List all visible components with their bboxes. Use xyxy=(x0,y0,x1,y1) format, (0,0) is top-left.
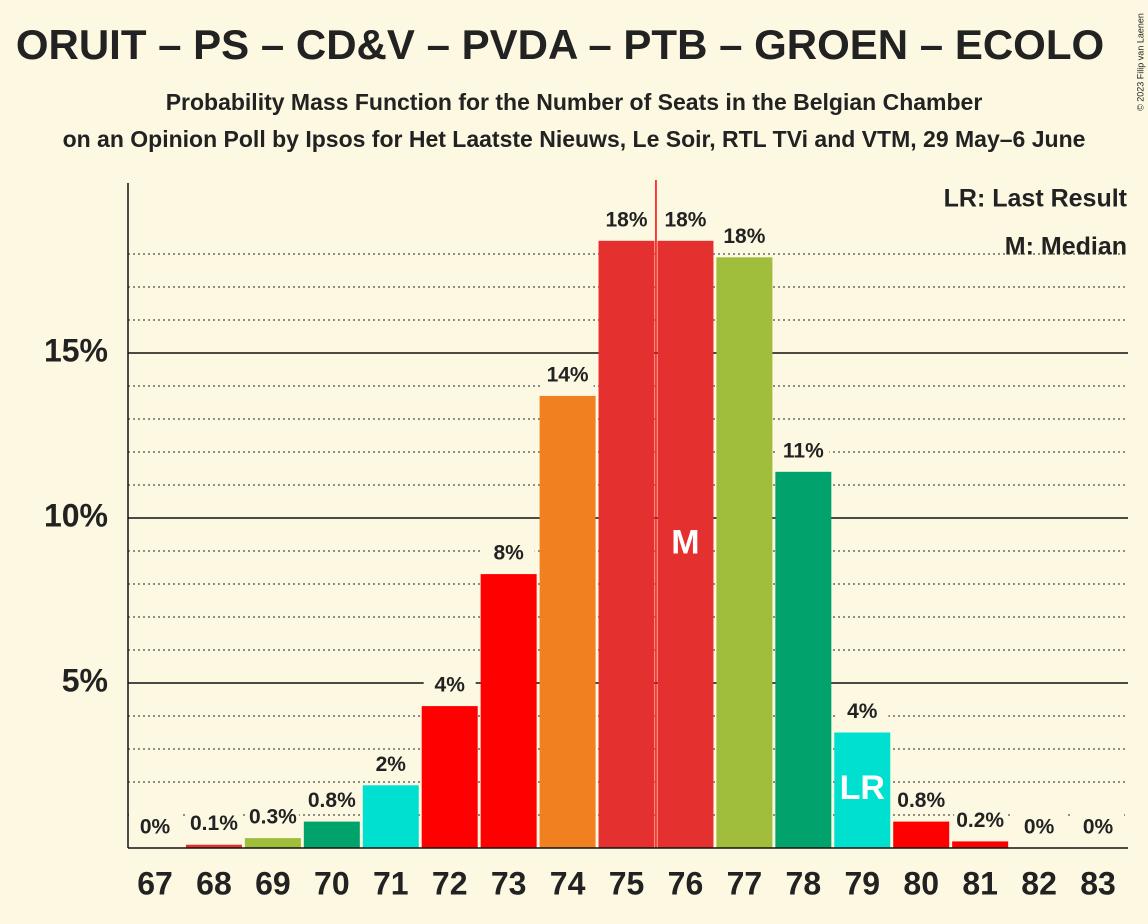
x-tick-label: 82 xyxy=(1021,865,1057,901)
bar xyxy=(362,785,419,848)
median-marker: M xyxy=(671,523,699,561)
y-tick-label: 5% xyxy=(62,662,108,698)
value-label-bg xyxy=(895,787,948,814)
bar xyxy=(893,821,950,848)
x-tick-label: 71 xyxy=(373,865,409,901)
value-label: 8% xyxy=(493,542,524,565)
bar xyxy=(657,240,714,849)
legend-entry: LR: Last Result xyxy=(944,185,1128,213)
bar xyxy=(834,732,891,848)
bar xyxy=(539,395,596,848)
value-label: 0.3% xyxy=(249,806,297,829)
value-label: 11% xyxy=(783,439,824,462)
value-label-bg xyxy=(1072,814,1125,840)
value-label-bg xyxy=(954,807,1007,834)
value-label-bg xyxy=(541,361,594,388)
value-label-bg xyxy=(718,223,771,250)
value-label: 0% xyxy=(1024,816,1055,839)
x-tick-label: 83 xyxy=(1080,865,1116,901)
value-label: 0% xyxy=(1083,816,1114,839)
value-label: 0.8% xyxy=(308,789,356,812)
chart-title: ORUIT – PS – CD&V – PVDA – PTB – GROEN –… xyxy=(16,21,1104,68)
bar xyxy=(952,841,1009,848)
chart-subtitle: Probability Mass Function for the Number… xyxy=(166,89,983,115)
x-tick-label: 70 xyxy=(314,865,350,901)
x-tick-label: 79 xyxy=(844,865,880,901)
x-tick-label: 72 xyxy=(432,865,468,901)
x-tick-label: 78 xyxy=(786,865,822,901)
value-label-bg xyxy=(423,672,476,699)
x-tick-label: 69 xyxy=(255,865,291,901)
y-tick-label: 15% xyxy=(44,332,108,368)
value-label-bg xyxy=(129,814,181,840)
bar xyxy=(716,257,773,848)
value-label-bg xyxy=(659,206,712,233)
value-label: 14% xyxy=(547,363,589,386)
chart-subtitle: on an Opinion Poll by Ipsos for Het Laat… xyxy=(63,126,1086,152)
value-label-bg xyxy=(482,540,535,567)
value-label-bg xyxy=(305,787,358,814)
bar xyxy=(185,844,242,848)
value-label-bg xyxy=(246,804,299,831)
bar xyxy=(598,240,655,849)
legend-entry: M: Median xyxy=(1005,233,1127,261)
value-label: 4% xyxy=(847,700,878,723)
x-tick-label: 75 xyxy=(609,865,645,901)
copyright: © 2023 Filip van Laenen xyxy=(1135,13,1145,111)
bar xyxy=(775,471,832,848)
bar xyxy=(303,821,360,848)
value-label: 18% xyxy=(664,208,706,231)
value-label-bg xyxy=(1013,814,1066,840)
x-tick-label: 76 xyxy=(668,865,704,901)
y-tick-label: 10% xyxy=(44,497,108,533)
value-label-bg xyxy=(600,206,653,233)
x-tick-label: 73 xyxy=(491,865,527,901)
bar xyxy=(421,706,478,848)
value-label: 0% xyxy=(140,816,171,839)
value-label: 0.2% xyxy=(956,809,1004,832)
bar xyxy=(244,838,301,848)
value-label: 2% xyxy=(376,753,407,776)
value-label: 0.1% xyxy=(190,812,238,835)
value-label: 4% xyxy=(435,674,466,697)
x-tick-label: 77 xyxy=(727,865,763,901)
value-label: 18% xyxy=(606,208,648,231)
value-label: 0.8% xyxy=(897,789,945,812)
value-label-bg xyxy=(777,437,830,464)
x-tick-label: 81 xyxy=(962,865,998,901)
x-tick-label: 68 xyxy=(196,865,232,901)
x-tick-label: 74 xyxy=(550,865,586,901)
value-label-bg xyxy=(187,810,240,837)
value-label: 18% xyxy=(723,225,765,248)
x-tick-label: 80 xyxy=(903,865,939,901)
value-label-bg xyxy=(364,751,417,778)
x-tick-label: 67 xyxy=(137,865,173,901)
last-result-marker: LR xyxy=(840,769,885,807)
value-label-bg xyxy=(836,698,889,725)
bar xyxy=(480,574,537,848)
